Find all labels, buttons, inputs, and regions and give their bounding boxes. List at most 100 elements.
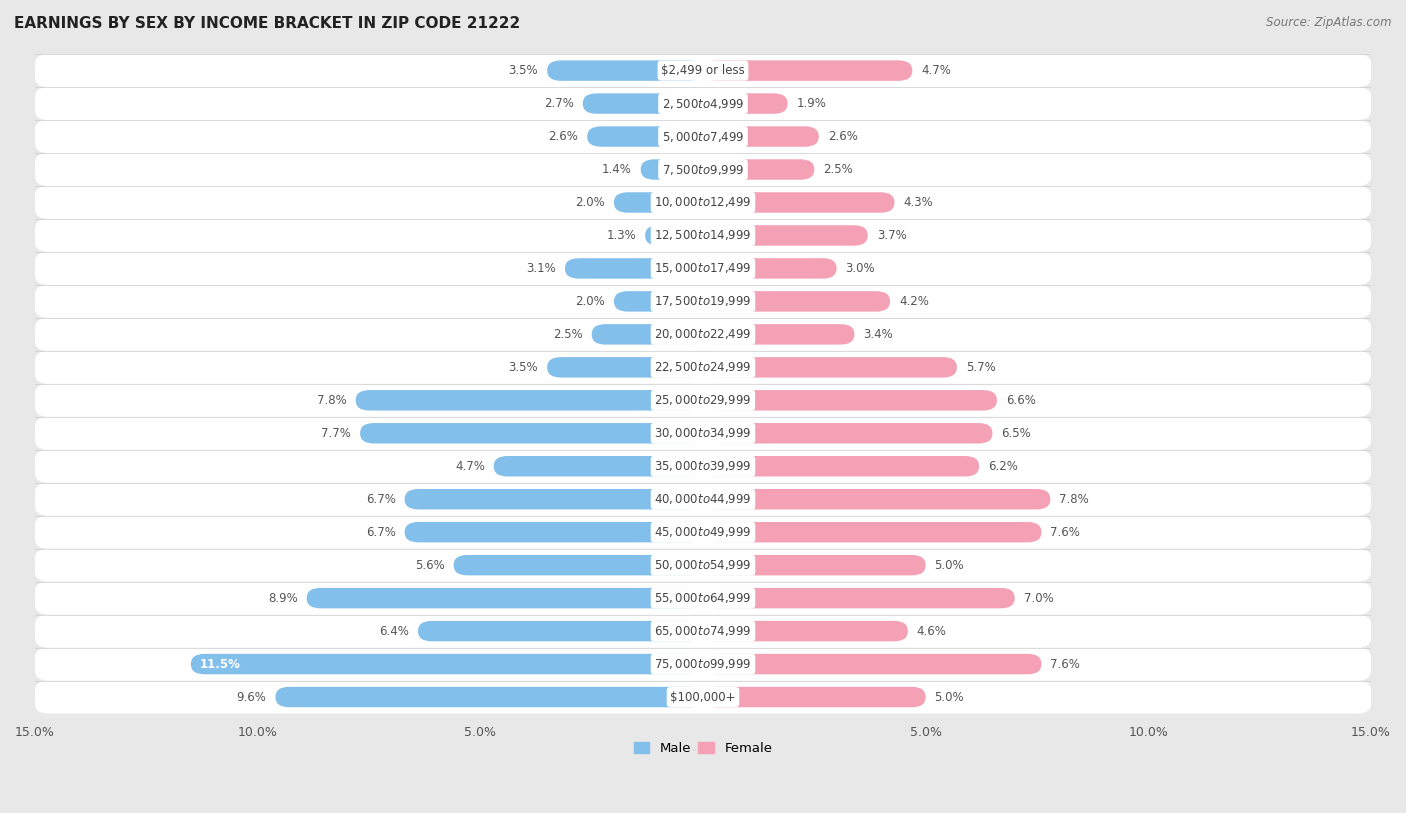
FancyBboxPatch shape	[356, 390, 703, 411]
FancyBboxPatch shape	[35, 581, 1371, 615]
Text: 2.0%: 2.0%	[575, 295, 605, 308]
Text: 6.5%: 6.5%	[1001, 427, 1031, 440]
Text: $35,000 to $39,999: $35,000 to $39,999	[654, 459, 752, 473]
FancyBboxPatch shape	[703, 654, 1042, 674]
Text: 4.7%: 4.7%	[456, 459, 485, 472]
FancyBboxPatch shape	[405, 522, 703, 542]
Text: 1.4%: 1.4%	[602, 163, 631, 176]
Text: 5.6%: 5.6%	[415, 559, 444, 572]
FancyBboxPatch shape	[360, 423, 703, 444]
Text: $45,000 to $49,999: $45,000 to $49,999	[654, 525, 752, 539]
Text: $7,500 to $9,999: $7,500 to $9,999	[662, 163, 744, 176]
FancyBboxPatch shape	[35, 483, 1371, 515]
FancyBboxPatch shape	[703, 588, 1015, 608]
Text: 4.2%: 4.2%	[898, 295, 929, 308]
Text: $40,000 to $44,999: $40,000 to $44,999	[654, 492, 752, 506]
FancyBboxPatch shape	[547, 60, 703, 80]
Text: 2.0%: 2.0%	[575, 196, 605, 209]
FancyBboxPatch shape	[614, 192, 703, 213]
FancyBboxPatch shape	[703, 60, 912, 80]
FancyBboxPatch shape	[645, 225, 703, 246]
Text: $65,000 to $74,999: $65,000 to $74,999	[654, 624, 752, 638]
FancyBboxPatch shape	[703, 423, 993, 444]
Text: 9.6%: 9.6%	[236, 690, 267, 703]
Text: 6.7%: 6.7%	[366, 526, 395, 539]
FancyBboxPatch shape	[703, 390, 997, 411]
Text: $2,500 to $4,999: $2,500 to $4,999	[662, 97, 744, 111]
Text: $5,000 to $7,499: $5,000 to $7,499	[662, 129, 744, 144]
FancyBboxPatch shape	[35, 680, 1371, 714]
Text: 4.6%: 4.6%	[917, 624, 946, 637]
FancyBboxPatch shape	[35, 87, 1371, 120]
FancyBboxPatch shape	[405, 489, 703, 510]
FancyBboxPatch shape	[35, 615, 1371, 648]
FancyBboxPatch shape	[592, 324, 703, 345]
FancyBboxPatch shape	[614, 291, 703, 311]
Text: EARNINGS BY SEX BY INCOME BRACKET IN ZIP CODE 21222: EARNINGS BY SEX BY INCOME BRACKET IN ZIP…	[14, 16, 520, 31]
Text: 6.4%: 6.4%	[380, 624, 409, 637]
FancyBboxPatch shape	[703, 225, 868, 246]
FancyBboxPatch shape	[276, 687, 703, 707]
FancyBboxPatch shape	[565, 259, 703, 279]
FancyBboxPatch shape	[703, 192, 894, 213]
FancyBboxPatch shape	[582, 93, 703, 114]
Text: $12,500 to $14,999: $12,500 to $14,999	[654, 228, 752, 242]
Text: $10,000 to $12,499: $10,000 to $12,499	[654, 195, 752, 210]
Text: 3.5%: 3.5%	[509, 361, 538, 374]
FancyBboxPatch shape	[494, 456, 703, 476]
Text: 7.8%: 7.8%	[316, 393, 347, 406]
FancyBboxPatch shape	[35, 54, 1371, 87]
Legend: Male, Female: Male, Female	[628, 737, 778, 761]
FancyBboxPatch shape	[703, 126, 818, 147]
FancyBboxPatch shape	[703, 456, 979, 476]
Text: 3.5%: 3.5%	[509, 64, 538, 77]
FancyBboxPatch shape	[547, 357, 703, 377]
FancyBboxPatch shape	[191, 654, 703, 674]
Text: 11.5%: 11.5%	[200, 658, 240, 671]
FancyBboxPatch shape	[703, 159, 814, 180]
FancyBboxPatch shape	[641, 159, 703, 180]
Text: 6.6%: 6.6%	[1005, 393, 1036, 406]
FancyBboxPatch shape	[35, 219, 1371, 252]
Text: $55,000 to $64,999: $55,000 to $64,999	[654, 591, 752, 605]
Text: 2.6%: 2.6%	[828, 130, 858, 143]
FancyBboxPatch shape	[35, 252, 1371, 285]
Text: 2.5%: 2.5%	[553, 328, 582, 341]
FancyBboxPatch shape	[703, 687, 925, 707]
Text: 3.7%: 3.7%	[877, 229, 907, 242]
Text: $17,500 to $19,999: $17,500 to $19,999	[654, 294, 752, 308]
Text: 5.0%: 5.0%	[935, 559, 965, 572]
Text: 2.7%: 2.7%	[544, 97, 574, 110]
Text: 7.6%: 7.6%	[1050, 526, 1080, 539]
Text: $75,000 to $99,999: $75,000 to $99,999	[654, 657, 752, 671]
Text: $100,000+: $100,000+	[671, 690, 735, 703]
FancyBboxPatch shape	[703, 259, 837, 279]
Text: 6.2%: 6.2%	[988, 459, 1018, 472]
Text: 2.6%: 2.6%	[548, 130, 578, 143]
FancyBboxPatch shape	[35, 384, 1371, 417]
FancyBboxPatch shape	[35, 351, 1371, 384]
FancyBboxPatch shape	[703, 357, 957, 377]
Text: 2.5%: 2.5%	[824, 163, 853, 176]
Text: $25,000 to $29,999: $25,000 to $29,999	[654, 393, 752, 407]
Text: 3.4%: 3.4%	[863, 328, 893, 341]
Text: Source: ZipAtlas.com: Source: ZipAtlas.com	[1267, 16, 1392, 29]
Text: 3.1%: 3.1%	[526, 262, 555, 275]
Text: 5.0%: 5.0%	[935, 690, 965, 703]
Text: 7.6%: 7.6%	[1050, 658, 1080, 671]
FancyBboxPatch shape	[35, 153, 1371, 186]
Text: 7.8%: 7.8%	[1059, 493, 1090, 506]
Text: $22,500 to $24,999: $22,500 to $24,999	[654, 360, 752, 374]
FancyBboxPatch shape	[35, 549, 1371, 581]
Text: 8.9%: 8.9%	[269, 592, 298, 605]
FancyBboxPatch shape	[703, 522, 1042, 542]
FancyBboxPatch shape	[35, 648, 1371, 680]
Text: 4.7%: 4.7%	[921, 64, 950, 77]
Text: $15,000 to $17,499: $15,000 to $17,499	[654, 262, 752, 276]
FancyBboxPatch shape	[588, 126, 703, 147]
Text: 4.3%: 4.3%	[904, 196, 934, 209]
FancyBboxPatch shape	[35, 186, 1371, 219]
Text: 7.0%: 7.0%	[1024, 592, 1053, 605]
FancyBboxPatch shape	[703, 324, 855, 345]
FancyBboxPatch shape	[35, 285, 1371, 318]
